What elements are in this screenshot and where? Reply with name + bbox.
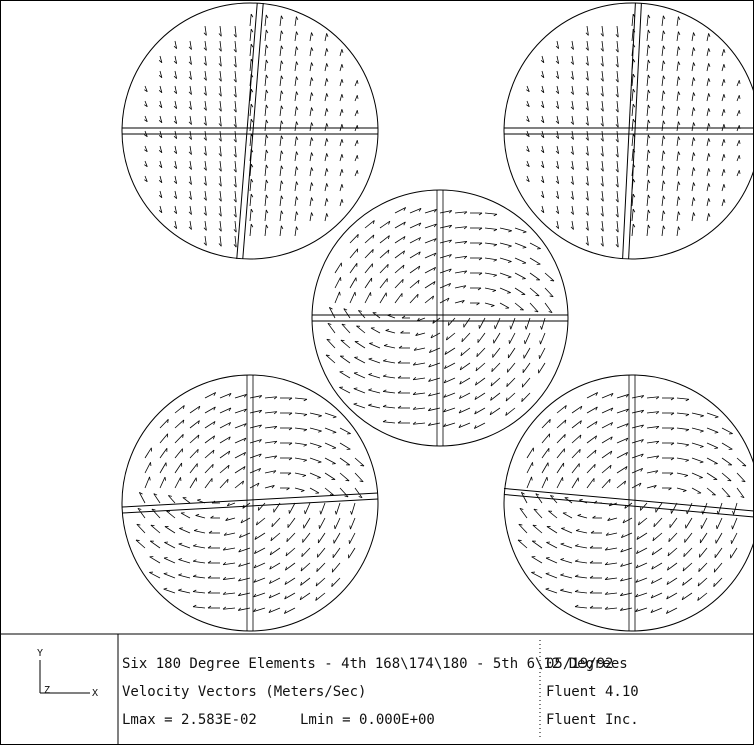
- vector-head: [524, 340, 525, 344]
- vector-head: [272, 523, 273, 527]
- vector-head: [716, 525, 717, 529]
- vector-head: [462, 338, 463, 342]
- company: Fluent Inc.: [546, 712, 639, 728]
- vector-head: [418, 294, 419, 298]
- plot-subtitle: Velocity Vectors (Meters/Sec): [122, 684, 366, 700]
- max-length: Lmax = 2.583E-02: [122, 712, 257, 728]
- vector-head: [610, 479, 611, 483]
- vector-head: [334, 525, 335, 529]
- axis-label: X: [92, 688, 98, 699]
- axis-label: Z: [44, 685, 50, 696]
- screen: Y Z X Six 180 Degree Elements - 4th 168\…: [0, 0, 754, 745]
- vector-head: [228, 479, 229, 483]
- software: Fluent 4.10: [546, 684, 639, 700]
- date: 05/19/92: [546, 656, 613, 672]
- vector-head: [355, 292, 356, 296]
- vector-head: [547, 477, 548, 481]
- vector-head: [654, 523, 655, 527]
- min-length: Lmin = 0.000E+00: [300, 712, 435, 728]
- vector-head: [165, 477, 166, 481]
- axis-label: Y: [37, 648, 43, 659]
